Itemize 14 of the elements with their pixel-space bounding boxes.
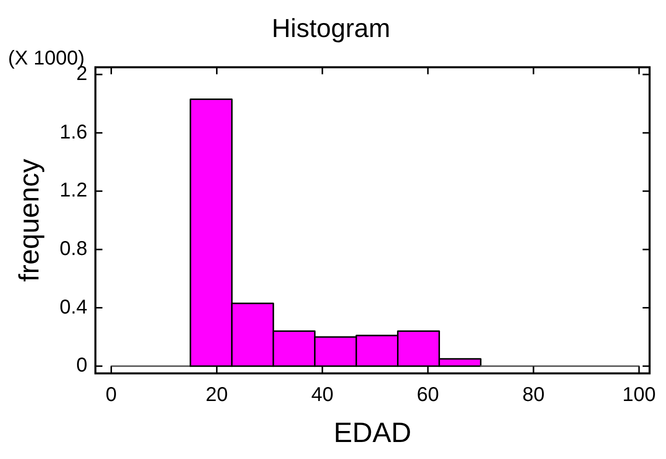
- y-tick-label: 0.4: [60, 296, 88, 318]
- y-tick-label: 0.8: [60, 238, 88, 260]
- y-tick-label: 1.2: [60, 180, 88, 202]
- chart-title: Histogram: [272, 12, 390, 43]
- x-tick-label: 60: [416, 384, 440, 406]
- x-axis-title: EDAD: [334, 416, 412, 448]
- x-tick-label: 0: [106, 384, 117, 406]
- x-tick-label: 100: [622, 384, 656, 406]
- y-tick-label: 1.6: [60, 121, 88, 144]
- y-axis-title: frequency: [14, 158, 45, 282]
- x-tick-label: 80: [522, 384, 545, 406]
- x-tick-label: 40: [311, 384, 334, 406]
- y-tick-label: 0: [76, 354, 88, 377]
- x-tick-label: 20: [206, 384, 228, 406]
